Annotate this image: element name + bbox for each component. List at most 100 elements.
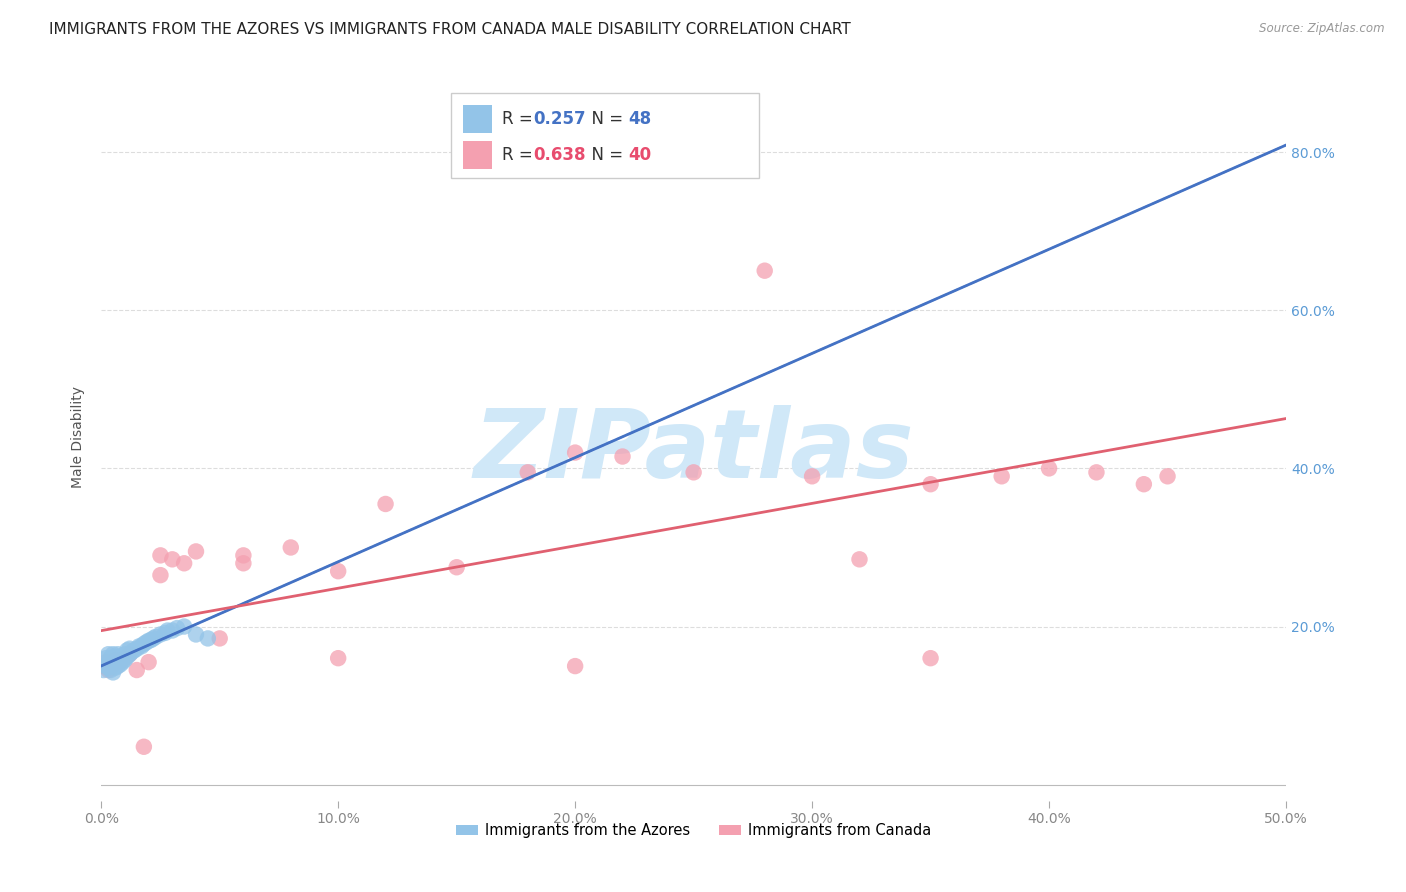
- Point: [118, 641, 141, 656]
- Text: Source: ZipAtlas.com: Source: ZipAtlas.com: [1260, 22, 1385, 36]
- Point: [104, 653, 127, 667]
- Point: [97, 647, 120, 661]
- FancyBboxPatch shape: [463, 141, 492, 169]
- Point: [173, 619, 195, 633]
- Point: [111, 655, 134, 669]
- Point: [1085, 466, 1108, 480]
- Text: ZIPatlas: ZIPatlas: [474, 405, 914, 498]
- Point: [149, 549, 172, 563]
- Point: [97, 663, 120, 677]
- Point: [132, 637, 155, 651]
- Point: [101, 659, 124, 673]
- Point: [101, 657, 124, 672]
- Point: [107, 659, 129, 673]
- Point: [104, 661, 127, 675]
- Point: [612, 450, 634, 464]
- Point: [153, 626, 176, 640]
- Point: [920, 477, 942, 491]
- Point: [142, 632, 165, 646]
- Point: [124, 643, 146, 657]
- Point: [101, 647, 124, 661]
- Point: [135, 635, 157, 649]
- Point: [131, 640, 153, 654]
- Point: [208, 632, 231, 646]
- Point: [374, 497, 396, 511]
- Text: N =: N =: [581, 110, 628, 128]
- Point: [328, 651, 350, 665]
- Text: 40: 40: [628, 146, 651, 164]
- Point: [94, 655, 117, 669]
- Point: [920, 651, 942, 665]
- FancyBboxPatch shape: [463, 105, 492, 133]
- Point: [108, 655, 131, 669]
- Point: [149, 568, 172, 582]
- Point: [97, 661, 120, 675]
- Point: [101, 665, 124, 680]
- Point: [197, 632, 219, 646]
- Point: [114, 651, 136, 665]
- Text: R =: R =: [502, 146, 537, 164]
- Point: [848, 552, 870, 566]
- Legend: Immigrants from the Azores, Immigrants from Canada: Immigrants from the Azores, Immigrants f…: [450, 817, 938, 844]
- Point: [138, 633, 160, 648]
- Point: [107, 647, 129, 661]
- Point: [516, 466, 538, 480]
- Point: [101, 653, 124, 667]
- Point: [1133, 477, 1156, 491]
- Point: [156, 624, 179, 638]
- Point: [97, 655, 120, 669]
- Point: [184, 627, 207, 641]
- Point: [100, 663, 122, 677]
- Point: [162, 552, 184, 566]
- Point: [328, 564, 350, 578]
- Point: [149, 627, 172, 641]
- Point: [93, 659, 115, 673]
- Point: [162, 624, 184, 638]
- Point: [111, 648, 134, 663]
- Point: [114, 647, 136, 661]
- Point: [754, 263, 776, 277]
- Point: [114, 653, 136, 667]
- Point: [166, 621, 188, 635]
- Point: [990, 469, 1012, 483]
- Point: [100, 655, 122, 669]
- Point: [184, 544, 207, 558]
- Point: [564, 445, 586, 459]
- Point: [94, 659, 117, 673]
- Point: [100, 661, 122, 675]
- Point: [125, 641, 148, 656]
- Point: [138, 655, 160, 669]
- Point: [121, 645, 143, 659]
- Point: [1038, 461, 1060, 475]
- Text: 0.257: 0.257: [534, 110, 586, 128]
- Point: [232, 556, 254, 570]
- FancyBboxPatch shape: [451, 93, 759, 178]
- Y-axis label: Male Disability: Male Disability: [72, 385, 86, 488]
- Point: [104, 649, 127, 664]
- Point: [104, 654, 127, 668]
- Point: [118, 647, 141, 661]
- Point: [139, 632, 162, 647]
- Point: [682, 466, 704, 480]
- Point: [132, 739, 155, 754]
- Point: [564, 659, 586, 673]
- Point: [128, 640, 150, 654]
- Text: 0.638: 0.638: [534, 146, 586, 164]
- Point: [125, 663, 148, 677]
- Text: 48: 48: [628, 110, 651, 128]
- Point: [232, 549, 254, 563]
- Text: R =: R =: [502, 110, 537, 128]
- Point: [100, 651, 122, 665]
- Point: [117, 643, 139, 657]
- Point: [94, 651, 117, 665]
- Point: [1156, 469, 1178, 483]
- Point: [801, 469, 824, 483]
- Point: [145, 630, 167, 644]
- Text: IMMIGRANTS FROM THE AZORES VS IMMIGRANTS FROM CANADA MALE DISABILITY CORRELATION: IMMIGRANTS FROM THE AZORES VS IMMIGRANTS…: [49, 22, 851, 37]
- Text: N =: N =: [581, 146, 628, 164]
- Point: [173, 556, 195, 570]
- Point: [117, 649, 139, 664]
- Point: [446, 560, 468, 574]
- Point: [108, 657, 131, 672]
- Point: [108, 651, 131, 665]
